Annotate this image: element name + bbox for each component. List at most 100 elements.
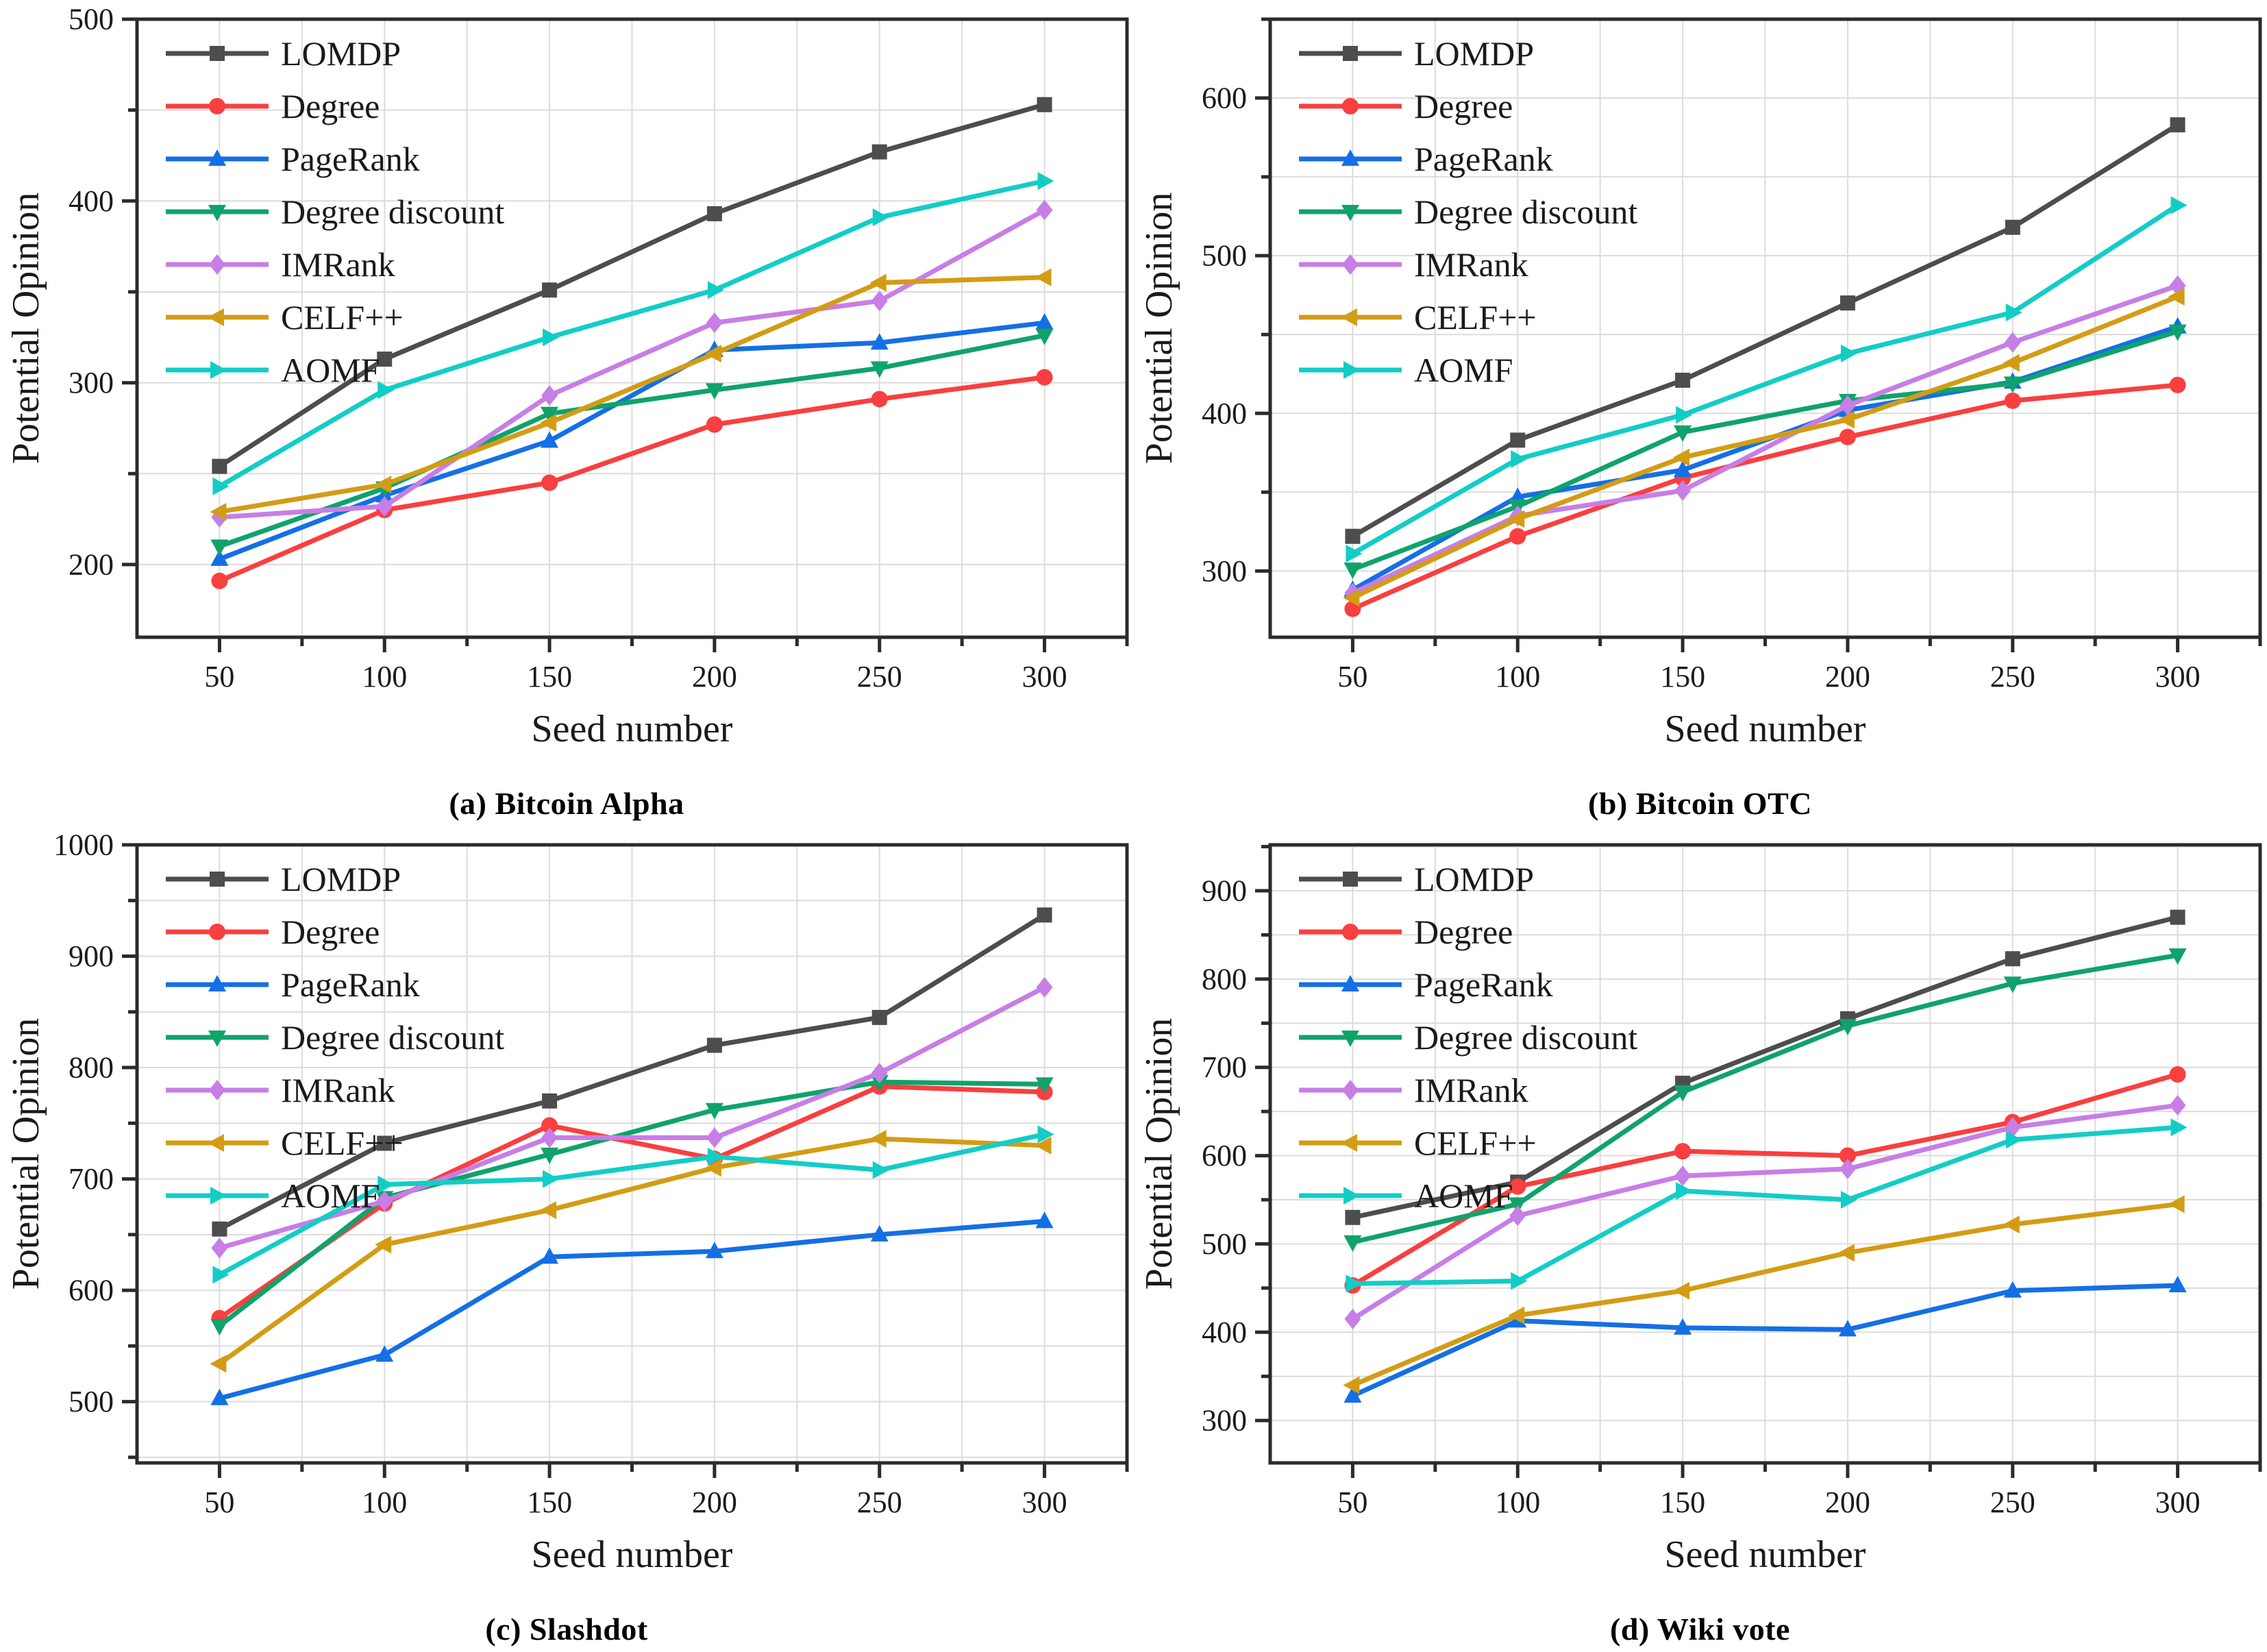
series-marker-CELF++ [2168, 1195, 2185, 1213]
x-tick-label: 250 [1990, 660, 2035, 693]
series-line-LOMDP [1350, 122, 2181, 539]
series-line-Degree discount [1350, 952, 2181, 1245]
legend-label: AOMF [281, 351, 380, 389]
series-marker-Degree discount [705, 383, 723, 400]
series-marker-AOMF [1676, 1182, 1693, 1200]
legend-entry-PageRank: PageRank [1299, 965, 1553, 1004]
chart-bitcoin-otc: 300 400 500 600 50 100 150 200 250 300 Seed number… [1138, 17, 2262, 750]
series-AOMF [1346, 196, 2188, 563]
y-tick-label: 500 [69, 1385, 114, 1418]
series-marker-CELF++ [1035, 1136, 1052, 1155]
y-tick-label: 900 [1202, 874, 1247, 908]
series-Degree discount [1343, 948, 2187, 1252]
series-marker-LOMDP [2170, 909, 2185, 925]
chart-cell-wiki-vote: 300 400 500 600 700 800 900 50 100 150 200 250 300 Se… [1133, 826, 2267, 1652]
legend-entry-Degree discount: Degree discount [1299, 193, 1637, 231]
series-marker-CELF++ [1035, 268, 1052, 286]
y-tick-label: 500 [69, 3, 114, 36]
series-marker-LOMDP [1037, 907, 1052, 923]
y-tick-label: 400 [1202, 397, 1247, 430]
axis-ticks [122, 843, 1129, 1478]
x-tick-label: 100 [362, 1485, 407, 1519]
series-marker-IMRank [871, 291, 888, 312]
series-marker-Degree discount [1674, 1085, 1692, 1102]
series-marker-AOMF [1676, 406, 1693, 424]
legend-entry-AOMF: AOMF [166, 1176, 380, 1215]
series-marker-Degree [2169, 376, 2186, 393]
legend-marker-IMRank [1342, 1080, 1359, 1100]
series-PageRank [210, 1211, 1054, 1405]
series-marker-CELF++ [869, 273, 887, 292]
y-tick-label: 600 [1202, 82, 1247, 115]
legend-label: PageRank [281, 140, 420, 178]
series-CELF++ [210, 268, 1052, 521]
series-line-Degree discount [1350, 329, 2181, 572]
y-tick-label: 700 [1202, 1050, 1247, 1084]
series-marker-PageRank [870, 333, 889, 350]
series-marker-LOMDP [2170, 117, 2185, 133]
series-marker-IMRank [541, 385, 558, 406]
legend-label: CELF++ [1414, 298, 1537, 336]
legend-entry-Degree discount: Degree discount [1299, 1018, 1637, 1057]
series-marker-CELF++ [1343, 589, 1360, 607]
series-marker-CELF++ [1343, 1376, 1360, 1394]
y-axis-title: Potential Opinion [5, 193, 47, 465]
legend-entry-Degree: Degree [1299, 87, 1513, 125]
series-line-CELF++ [1350, 294, 2181, 600]
series-marker-AOMF [1346, 1274, 1363, 1293]
legend-label: PageRank [1414, 140, 1553, 178]
series-marker-Degree discount [2168, 324, 2187, 341]
series-marker-CELF++ [210, 1355, 227, 1373]
y-tick-label: 800 [1202, 962, 1247, 996]
series-IMRank [211, 977, 1053, 1259]
series-marker-IMRank [706, 1127, 723, 1148]
series-marker-Degree [2169, 1066, 2186, 1083]
series-marker-Degree [1839, 428, 1856, 445]
y-axis-title: Potential Opinion [1138, 1018, 1180, 1290]
chart-cell-slashdot: 500 600 700 800 900 1000 50 100 150 200 250 300 Seed… [0, 826, 1133, 1652]
series-line-Degree discount [216, 333, 1048, 549]
series-marker-CELF++ [1837, 410, 1855, 429]
series-LOMDP [212, 97, 1052, 474]
series-marker-LOMDP [706, 206, 722, 221]
series-marker-PageRank [2168, 1275, 2187, 1292]
series-marker-AOMF [1840, 344, 1857, 362]
series-marker-PageRank [210, 1388, 229, 1405]
x-tick-label: 150 [1660, 1485, 1705, 1519]
legend-entry-CELF++: CELF++ [1299, 298, 1537, 336]
series-marker-LOMDP [1037, 97, 1052, 112]
series-line-AOMF [1350, 203, 2181, 556]
series-marker-Degree [541, 474, 558, 491]
x-tick-label: 100 [362, 660, 407, 693]
series-marker-AOMF [1346, 545, 1363, 563]
legend-entry-CELF++: CELF++ [166, 1124, 404, 1162]
series-marker-LOMDP [377, 352, 393, 367]
series-marker-LOMDP [871, 144, 887, 160]
series-marker-IMRank [1036, 977, 1053, 998]
legend-entry-IMRank: IMRank [1299, 245, 1528, 284]
x-tick-label: 200 [1825, 1485, 1870, 1519]
series-marker-LOMDP [706, 1037, 722, 1053]
legend-marker-Degree discount [1341, 1031, 1359, 1047]
legend-marker-CELF++ [208, 308, 224, 326]
series-marker-AOMF [2005, 303, 2022, 321]
series-marker-IMRank [1674, 1166, 1692, 1187]
series-marker-IMRank [2004, 1117, 2021, 1138]
y-tick-label: 500 [1202, 1227, 1247, 1261]
x-tick-label: 200 [692, 1485, 737, 1519]
series-marker-LOMDP [212, 458, 227, 474]
series-marker-Degree [2004, 392, 2021, 409]
series-marker-AOMF [1511, 449, 1528, 468]
legend: LOMDP Degree PageRank Degree discount IMRank… [1299, 34, 1637, 389]
y-tick-label: 600 [1202, 1139, 1247, 1172]
x-tick-label: 50 [204, 1485, 234, 1519]
legend-marker-Degree discount [1341, 205, 1359, 221]
legend-marker-AOMF [1343, 361, 1360, 379]
legend-label: CELF++ [1414, 1124, 1537, 1162]
series-marker-IMRank [706, 312, 723, 334]
legend-marker-Degree [209, 924, 225, 940]
x-tick-label: 300 [2155, 660, 2201, 693]
legend-marker-CELF++ [1341, 308, 1357, 326]
x-axis-title: Seed number [532, 708, 733, 750]
series-line-IMRank [216, 985, 1048, 1250]
